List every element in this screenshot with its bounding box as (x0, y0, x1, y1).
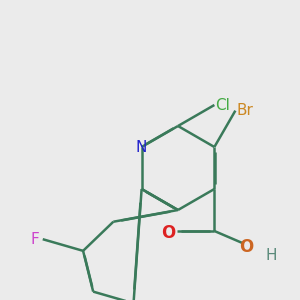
Text: O: O (161, 224, 176, 242)
Text: Br: Br (237, 103, 254, 118)
Text: N: N (136, 140, 147, 154)
Text: O: O (238, 238, 253, 256)
Text: F: F (30, 232, 39, 247)
Text: Cl: Cl (215, 98, 230, 112)
Text: H: H (265, 248, 277, 263)
